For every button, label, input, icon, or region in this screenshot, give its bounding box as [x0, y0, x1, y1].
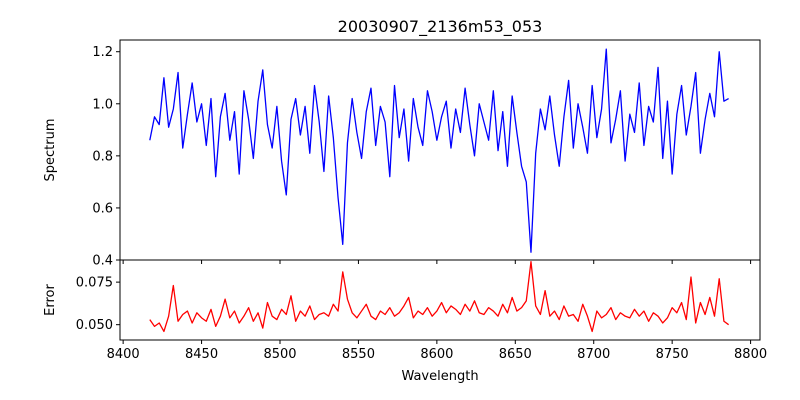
error-x-tick-label: 8550	[342, 347, 375, 362]
spectrum-panel: 0.4 0.6 0.8 1.0 1.2	[92, 39, 761, 269]
spectrum-y-tick-label: 0.6	[92, 201, 113, 216]
error-series	[149, 261, 730, 333]
spectrum-y-tick-label: 1.2	[92, 45, 113, 60]
error-x-tick-label: 8400	[107, 347, 140, 362]
spectrum-line	[149, 48, 729, 253]
error-axes-frame	[119, 259, 761, 341]
spectrum-series	[149, 48, 729, 253]
error-x-tick-label: 8800	[734, 347, 767, 362]
chart-title: 20030907_2136m53_053	[338, 17, 543, 37]
error-line	[149, 261, 730, 333]
error-x-tick-label: 8450	[185, 347, 218, 362]
error-y-ticks: 0.050 0.075	[76, 276, 120, 333]
spectrum-y-tick-label: 0.4	[92, 254, 113, 269]
error-x-tick-label: 8600	[420, 347, 453, 362]
spectrum-y-tick-label: 1.0	[92, 97, 113, 112]
x-axis-label: Wavelength	[401, 369, 478, 384]
error-x-ticks: 8400 8450 8500 8550 8600 8650 8700 8750 8800	[107, 340, 767, 362]
error-y-tick-label: 0.075	[76, 276, 113, 291]
spectrum-y-tick-label: 0.8	[92, 149, 113, 164]
spectrum-y-ticks: 0.4 0.6 0.8 1.0 1.2	[92, 45, 120, 269]
error-y-tick-label: 0.050	[76, 318, 113, 333]
spectrum-x-ticks	[122, 260, 752, 264]
error-y-axis-label: Error	[43, 284, 58, 316]
error-x-tick-label: 8750	[656, 347, 689, 362]
error-x-tick-label: 8500	[263, 347, 296, 362]
spectrum-y-axis-label: Spectrum	[43, 119, 58, 182]
error-x-tick-label: 8650	[499, 347, 532, 362]
error-x-tick-label: 8700	[577, 347, 610, 362]
